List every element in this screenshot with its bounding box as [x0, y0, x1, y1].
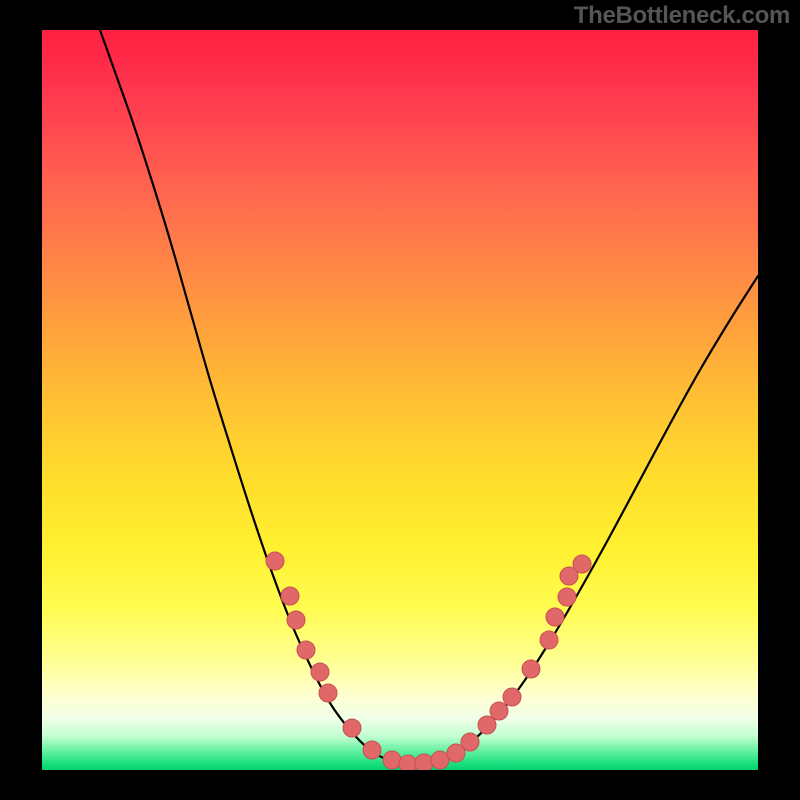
watermark-text: TheBottleneck.com: [574, 2, 790, 30]
gradient-plot-area: [42, 30, 758, 770]
chart-container: { "canvas": { "width": 800, "height": 80…: [0, 0, 800, 800]
